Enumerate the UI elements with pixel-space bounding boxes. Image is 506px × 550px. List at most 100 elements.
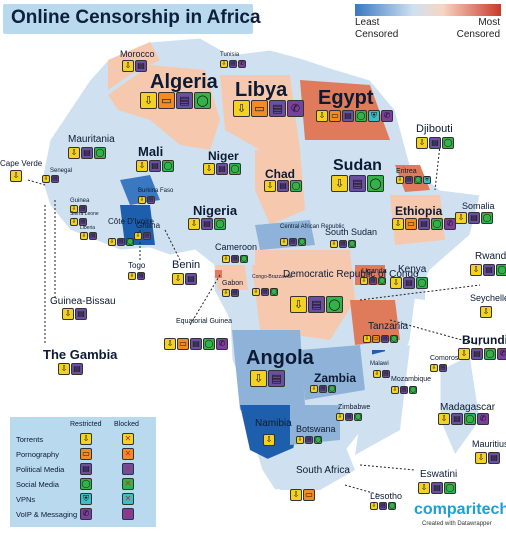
torrents-icon: ⇩	[290, 296, 307, 313]
torrents-icon: ⇩	[390, 277, 402, 289]
legend-box: Restricted Blocked Torrents ⇩ ✕ Pornography…	[10, 417, 156, 527]
legend-label-T: Torrents	[16, 435, 44, 444]
country-icons-gabon: ⇩ ▤	[222, 289, 239, 297]
torrents-icon: ⇩	[250, 370, 267, 387]
country-label-lesotho: Lesotho	[370, 491, 403, 501]
country-label-south-sudan: South Sudan	[325, 227, 378, 237]
country-label-cape-verde: Cape Verde	[0, 159, 43, 168]
country-label-kenya: Kenya	[398, 264, 427, 275]
country-icons-mozambique: ⇩ ▤ ◯	[391, 386, 417, 394]
torrents-icon: ⇩	[373, 370, 381, 378]
torrents-icon: ⇩	[396, 176, 404, 184]
country-label-liberia: Liberia	[80, 225, 96, 231]
torrents-icon: ⇩	[480, 306, 492, 318]
voip-messaging-icon: ✆	[216, 338, 228, 350]
torrents-icon: ⇩	[331, 175, 348, 192]
political-media-icon: ▤	[369, 277, 377, 285]
social-media-icon: ◯	[326, 296, 343, 313]
political-media-icon: ▤	[190, 338, 202, 350]
scale-most-label: Most Censored	[456, 17, 500, 40]
social-media-icon: ◯	[442, 137, 454, 149]
political-media-icon: ▤	[269, 100, 286, 117]
torrents-icon: ⇩	[360, 277, 368, 285]
country-label-malawi: Malawi	[370, 361, 389, 367]
social-media-icon: ◯	[314, 436, 322, 444]
country-icons-malawi: ⇩ ▤	[373, 370, 390, 378]
torrents-icon: ⇩	[264, 180, 276, 192]
torrents-icon: ⇩	[80, 232, 88, 240]
country-icons-congo: ⇩ ▤ ◯	[252, 288, 278, 296]
country-icons-burundi: ⇩ ▤ ◯ ✆	[458, 348, 506, 360]
country-label-chad: Chad	[265, 167, 295, 181]
country-icons-drc: ⇩ ▤ ◯	[290, 296, 343, 313]
country-icons-algeria: ⇩ ▭ ▤ ◯	[140, 92, 211, 109]
legend-blocked-icon-C: ✕	[122, 508, 134, 520]
country-icons-tunisia: ⇩ ▤ ✆	[220, 60, 246, 68]
social-media-icon: ◯	[390, 335, 398, 343]
country-icons-south-sudan: ⇩ ▤ ◯	[330, 240, 356, 248]
country-icons-benin: ⇩ ▤	[172, 273, 197, 285]
political-media-icon: ▤	[147, 196, 155, 204]
torrents-icon: ⇩	[108, 238, 116, 246]
political-media-icon: ▤	[439, 364, 447, 372]
legend-label-P: Pornography	[16, 450, 59, 459]
legend-restricted-icon-M: ▤	[80, 463, 92, 475]
country-label-nigeria: Nigeria	[193, 203, 238, 218]
political-media-icon: ▤	[229, 60, 237, 68]
political-media-icon: ▤	[51, 175, 59, 183]
country-icons-zambia: ⇩ ▤ ◯	[310, 385, 336, 393]
political-media-icon: ▤	[137, 272, 145, 280]
country-icons-liberia: ⇩ ▤	[80, 232, 97, 240]
country-icons-libya: ⇩ ▭ ▤ ✆	[233, 100, 304, 117]
political-media-icon: ▤	[405, 176, 413, 184]
country-label-comoros: Comoros	[430, 355, 459, 362]
social-media-icon: ◯	[126, 238, 134, 246]
social-media-icon: ◯	[464, 413, 476, 425]
country-label-burundi: Burundi	[462, 333, 506, 347]
torrents-icon: ⇩	[70, 205, 78, 213]
country-label-seychelles: Seychelles	[470, 293, 506, 303]
scale-least-label: Least Censored	[355, 17, 399, 40]
country-icons-uganda: ⇩ ▤ ◯	[360, 277, 386, 285]
country-label-botswana: Botswana	[296, 424, 336, 434]
country-icons-mauritania: ⇩ ▤ ◯	[68, 147, 106, 159]
country-icons-namibia: ⇩	[263, 434, 275, 446]
country-label-mauritius: Mauritius	[472, 439, 506, 449]
country-icons-mauritius: ⇩ ▤	[475, 452, 500, 464]
torrents-icon: ⇩	[220, 60, 228, 68]
political-media-icon: ▤	[79, 205, 87, 213]
country-icons-angola: ⇩ ▤	[250, 370, 285, 387]
legend-label-C: VoIP & Messaging	[16, 510, 78, 519]
country-label-ghana: Ghana	[136, 221, 161, 230]
social-media-icon: ◯	[203, 338, 215, 350]
country-icons-zimbabwe: ⇩ ▤ ◯	[336, 413, 362, 421]
country-label-morocco: Morocco	[120, 49, 155, 59]
political-media-icon: ▤	[201, 218, 213, 230]
country-icons-djibouti: ⇩ ▤ ◯	[416, 137, 454, 149]
legend-label-S: Social Media	[16, 480, 59, 489]
torrents-icon: ⇩	[134, 232, 142, 240]
country-label-egypt: Egypt	[318, 87, 374, 109]
voip-messaging-icon: ✆	[497, 348, 506, 360]
region-gabon	[215, 265, 248, 290]
social-media-icon: ◯	[378, 277, 386, 285]
torrents-icon: ⇩	[416, 137, 428, 149]
country-icons-burkina-faso: ⇩ ▤	[138, 196, 155, 204]
political-media-icon: ▤	[143, 232, 151, 240]
political-media-icon: ▤	[216, 163, 228, 175]
country-icons-cape-verde: ⇩	[10, 170, 22, 182]
country-label-sudan: Sudan	[333, 157, 382, 174]
legend-blocked-header: Blocked	[114, 421, 139, 428]
political-media-icon: ▤	[483, 264, 495, 276]
region-tanzania	[350, 300, 400, 345]
region-botswana	[290, 405, 340, 445]
social-media-icon: ◯	[414, 176, 422, 184]
country-icons-somalia: ⇩ ▤ ◯	[455, 212, 493, 224]
torrents-icon: ⇩	[222, 289, 230, 297]
legend-restricted-icon-V: ⛨	[80, 493, 92, 505]
political-media-icon: ▤	[379, 502, 387, 510]
social-media-icon: ◯	[484, 348, 496, 360]
country-icons-mali: ⇩ ▤ ◯	[136, 160, 174, 172]
torrents-icon: ⇩	[42, 175, 50, 183]
torrents-icon: ⇩	[418, 482, 430, 494]
